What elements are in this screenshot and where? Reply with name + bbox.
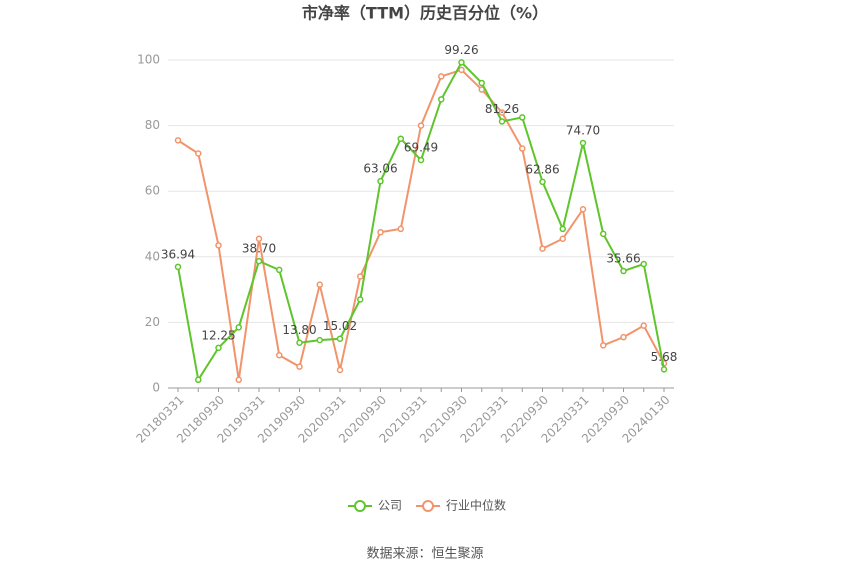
data-point: [397, 135, 404, 142]
data-point: [417, 156, 425, 164]
legend-marker: [354, 500, 366, 512]
data-point: [539, 178, 546, 186]
data-point: [498, 118, 506, 125]
data-point: [316, 336, 323, 344]
data-point: [620, 267, 627, 275]
data-point: [174, 137, 182, 144]
data-point: [458, 66, 465, 74]
data-label: 13.80: [282, 323, 316, 337]
data-point: [377, 177, 384, 185]
data-point: [215, 242, 222, 249]
data-label: 35.66: [606, 252, 640, 266]
data-label: 69.49: [404, 141, 438, 155]
data-point: [579, 205, 587, 213]
data-point: [316, 281, 323, 288]
data-point: [458, 59, 465, 66]
data-point: [336, 366, 344, 374]
data-label: 81.26: [485, 102, 519, 116]
data-point: [519, 145, 526, 152]
data-point: [417, 122, 425, 129]
data-point: [438, 96, 445, 103]
data-point: [397, 225, 404, 233]
data-point: [559, 235, 566, 243]
data-label: 12.25: [201, 328, 235, 342]
data-point: [539, 245, 546, 252]
data-point: [357, 296, 364, 303]
data-label: 38.70: [242, 242, 276, 256]
data-point: [498, 109, 506, 116]
data-label: 99.26: [444, 43, 478, 57]
source: 数据来源：恒生聚源: [366, 547, 483, 562]
data-point: [357, 273, 364, 280]
legend-label: 行业中位数: [446, 498, 506, 513]
data-label: 36.94: [161, 247, 195, 261]
y-tick-label: 80: [145, 118, 160, 132]
data-point: [600, 230, 607, 238]
y-tick-label: 0: [152, 381, 160, 395]
y-tick-label: 40: [145, 249, 160, 263]
series-line: [177, 68, 665, 380]
data-point: [640, 260, 647, 268]
data-label: 5.68: [651, 350, 678, 364]
legend-label: 公司: [378, 499, 402, 513]
data-label: 62.86: [525, 162, 559, 176]
data-point: [478, 79, 485, 87]
data-point: [660, 366, 668, 373]
data-point: [235, 376, 242, 384]
data-point: [195, 150, 202, 157]
y-tick-label: 100: [137, 53, 160, 67]
data-point: [519, 114, 526, 121]
data-point: [579, 139, 587, 147]
data-point: [296, 363, 303, 370]
data-point: [438, 73, 445, 80]
data-point: [255, 257, 263, 265]
y-tick-label: 20: [145, 315, 160, 329]
chart-title: 市净率（TTM）历史百分位（%）: [302, 4, 548, 23]
data-point: [620, 333, 627, 341]
data-point: [195, 376, 202, 384]
series-line: [177, 60, 665, 383]
data-point: [559, 225, 566, 233]
legend-marker: [422, 500, 435, 512]
data-point: [336, 335, 344, 342]
data-point: [174, 263, 182, 271]
data-label: 63.06: [363, 162, 397, 176]
data-point: [296, 339, 303, 346]
data-point: [377, 228, 384, 236]
data-point: [276, 266, 283, 274]
data-point: [640, 322, 647, 329]
data-point: [600, 342, 607, 349]
data-point: [215, 344, 222, 352]
data-point: [235, 324, 242, 331]
data-point: [276, 351, 283, 359]
data-point: [255, 235, 263, 243]
y-tick-label: 60: [145, 184, 160, 198]
data-label: 74.70: [566, 123, 600, 137]
data-label: 15.02: [323, 319, 357, 333]
